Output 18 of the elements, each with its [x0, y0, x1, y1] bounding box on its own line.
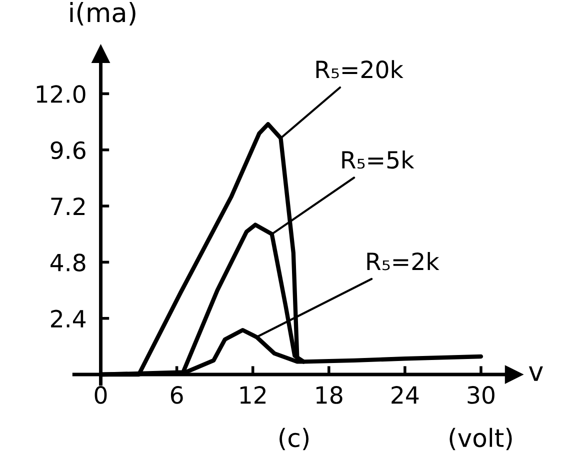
y-tick-label: 7.2	[51, 197, 85, 216]
y-tick-label: 9.6	[50, 141, 86, 160]
x-tick-label: 24	[392, 386, 419, 404]
y-tick-label: 12.0	[36, 85, 86, 104]
x-tick-label: 12	[240, 386, 266, 404]
text: R₅=2k	[367, 252, 440, 270]
y-tick-label: 2.4	[51, 310, 86, 328]
text: R₅=20k	[316, 60, 404, 78]
x-tick-label: 30	[468, 386, 494, 404]
text: (c)	[280, 428, 309, 450]
y-axis-title: i(ma)	[70, 2, 136, 26]
x-tick-label: 18	[316, 386, 342, 404]
text: R₅=5k	[342, 150, 414, 169]
text: (volt)	[450, 428, 512, 450]
y-tick-label: 4.8	[50, 254, 86, 272]
x-tick-label: 6	[170, 386, 183, 404]
x-axis-title: v	[528, 366, 543, 381]
x-tick-label: 0	[94, 386, 107, 404]
